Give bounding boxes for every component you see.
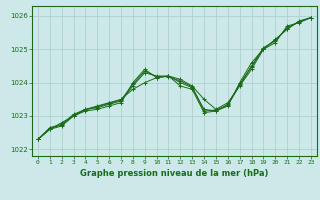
X-axis label: Graphe pression niveau de la mer (hPa): Graphe pression niveau de la mer (hPa) [80,169,268,178]
